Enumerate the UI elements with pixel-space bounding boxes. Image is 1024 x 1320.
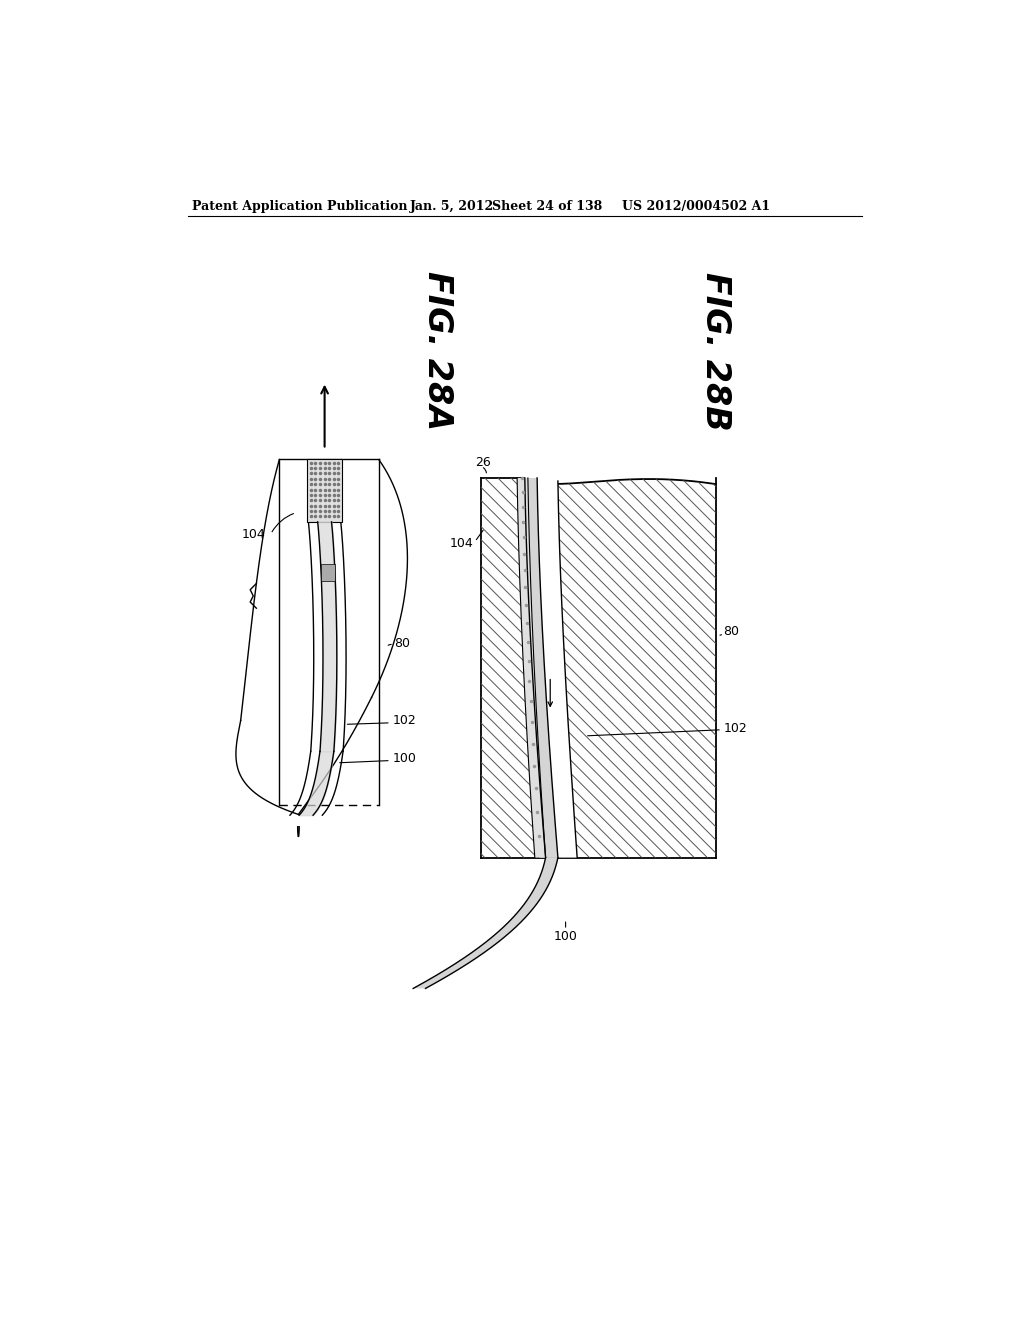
- Polygon shape: [481, 478, 716, 858]
- Text: 100: 100: [392, 752, 416, 766]
- Text: Patent Application Publication: Patent Application Publication: [193, 199, 408, 213]
- Text: 80: 80: [394, 638, 410, 649]
- Text: 26: 26: [475, 455, 490, 469]
- Text: Sheet 24 of 138: Sheet 24 of 138: [493, 199, 603, 213]
- Polygon shape: [524, 478, 558, 858]
- Polygon shape: [481, 478, 716, 858]
- Text: 104: 104: [450, 537, 473, 550]
- Bar: [307, 459, 342, 521]
- Bar: [322, 564, 335, 581]
- Text: 80: 80: [724, 626, 739, 639]
- Text: FIG. 28A: FIG. 28A: [421, 272, 454, 430]
- Text: US 2012/0004502 A1: US 2012/0004502 A1: [622, 199, 770, 213]
- Text: 100: 100: [554, 929, 578, 942]
- Polygon shape: [517, 478, 546, 858]
- Polygon shape: [413, 858, 558, 989]
- Text: 102: 102: [724, 722, 748, 735]
- Text: 104: 104: [242, 528, 265, 541]
- Polygon shape: [521, 478, 578, 858]
- Text: FIG. 28B: FIG. 28B: [699, 272, 732, 430]
- Text: 102: 102: [392, 714, 416, 727]
- Text: Jan. 5, 2012: Jan. 5, 2012: [410, 199, 495, 213]
